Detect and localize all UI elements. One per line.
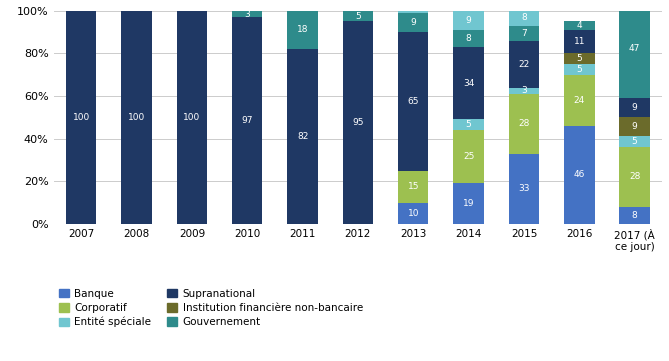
Bar [232,17,262,224]
Text: 19: 19 [463,199,474,208]
Bar [398,13,428,32]
Text: 3: 3 [244,9,250,18]
Bar [66,11,96,224]
Bar [398,170,428,203]
Text: 9: 9 [466,16,472,25]
Text: 9: 9 [632,122,638,131]
Bar [121,11,152,224]
Bar [398,203,428,224]
Text: 34: 34 [463,79,474,88]
Bar [454,47,484,119]
Text: 97: 97 [242,116,253,125]
Bar [454,130,484,183]
Text: 5: 5 [577,54,582,63]
Bar [454,183,484,224]
Bar [564,126,595,224]
Text: 5: 5 [466,120,472,129]
Bar [454,30,484,47]
Text: 100: 100 [128,113,145,122]
Bar [454,11,484,30]
Bar [454,119,484,130]
Text: 11: 11 [573,37,585,46]
Bar [508,41,539,87]
Text: 3: 3 [521,86,527,95]
Bar [398,32,428,170]
Bar [564,75,595,126]
Text: 4: 4 [577,21,582,30]
Bar [508,26,539,41]
Text: 82: 82 [297,132,308,141]
Text: 15: 15 [407,182,419,191]
Bar [564,64,595,75]
Bar [508,87,539,94]
Text: 5: 5 [577,65,582,74]
Text: 8: 8 [521,13,527,22]
Bar [564,21,595,30]
Bar [619,98,650,117]
Text: 10: 10 [407,209,419,218]
Bar [508,153,539,224]
Bar [177,11,207,224]
Bar [619,0,650,98]
Text: 95: 95 [352,118,364,127]
Legend: Banque, Corporatif, Entité spéciale, Supranational, Institution financière non-b: Banque, Corporatif, Entité spéciale, Sup… [59,289,363,327]
Text: 5: 5 [632,137,638,146]
Text: 28: 28 [629,173,640,182]
Text: 33: 33 [518,184,530,193]
Bar [619,207,650,224]
Bar [564,30,595,53]
Text: 8: 8 [466,34,472,43]
Bar [619,117,650,136]
Text: 100: 100 [183,113,201,122]
Text: 9: 9 [632,103,638,112]
Text: 28: 28 [518,119,530,128]
Text: 25: 25 [463,152,474,161]
Text: 100: 100 [72,113,90,122]
Bar [564,53,595,64]
Bar [619,136,650,147]
Text: 18: 18 [297,26,308,35]
Text: 5: 5 [355,12,361,21]
Text: 65: 65 [407,97,419,106]
Text: 8: 8 [632,211,638,220]
Text: 7: 7 [521,29,527,38]
Bar [288,49,318,224]
Text: 47: 47 [629,44,640,53]
Bar [398,11,428,13]
Bar [232,11,262,17]
Text: 22: 22 [518,60,530,69]
Text: 9: 9 [410,18,416,27]
Bar [288,11,318,49]
Bar [508,9,539,26]
Bar [343,21,373,224]
Bar [343,11,373,21]
Text: 24: 24 [574,96,585,105]
Bar [508,94,539,153]
Bar [619,147,650,207]
Text: 46: 46 [573,170,585,179]
